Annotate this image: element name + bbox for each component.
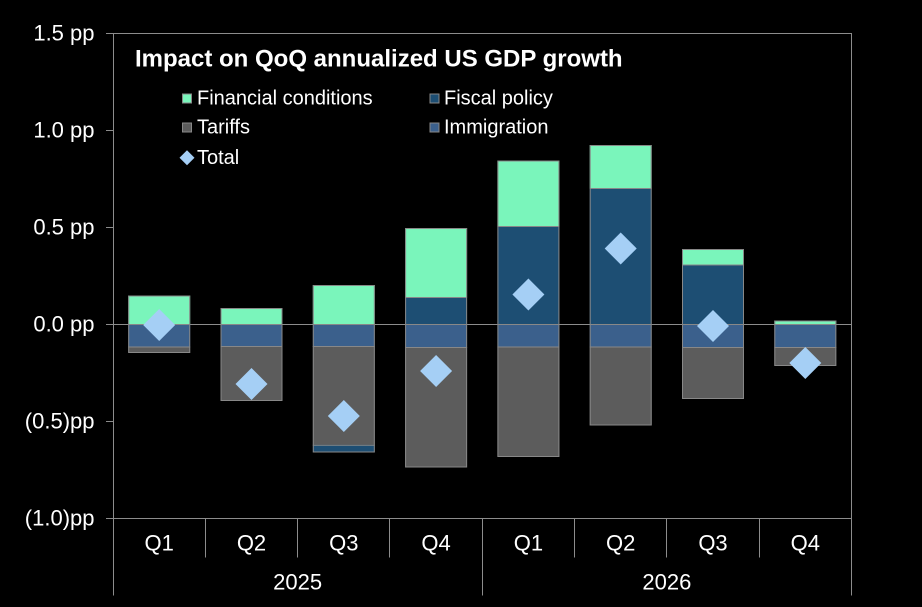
svg-text:Q4: Q4 xyxy=(791,531,820,556)
svg-text:2026: 2026 xyxy=(642,570,691,595)
svg-text:1.5 pp: 1.5 pp xyxy=(33,21,94,46)
svg-text:2025: 2025 xyxy=(273,570,322,595)
svg-text:(0.5)pp: (0.5)pp xyxy=(25,409,95,434)
svg-text:Q4: Q4 xyxy=(421,531,450,556)
svg-text:Total: Total xyxy=(197,147,239,169)
svg-text:Tariffs: Tariffs xyxy=(197,117,250,139)
svg-text:Q1: Q1 xyxy=(514,531,543,556)
svg-text:Q2: Q2 xyxy=(606,531,635,556)
svg-text:(1.0)pp: (1.0)pp xyxy=(25,506,95,531)
svg-text:Impact on QoQ annualized US GD: Impact on QoQ annualized US GDP growth xyxy=(135,46,623,73)
svg-text:Fiscal policy: Fiscal policy xyxy=(444,88,553,110)
svg-text:Immigration: Immigration xyxy=(444,117,548,139)
svg-text:0.0 pp: 0.0 pp xyxy=(33,312,94,337)
svg-text:0.5 pp: 0.5 pp xyxy=(33,215,94,240)
svg-text:Q3: Q3 xyxy=(329,531,358,556)
svg-text:1.0 pp: 1.0 pp xyxy=(33,118,94,143)
svg-text:Q3: Q3 xyxy=(698,531,727,556)
svg-text:Q1: Q1 xyxy=(145,531,174,556)
svg-text:Q2: Q2 xyxy=(237,531,266,556)
svg-text:Financial conditions: Financial conditions xyxy=(197,88,373,110)
